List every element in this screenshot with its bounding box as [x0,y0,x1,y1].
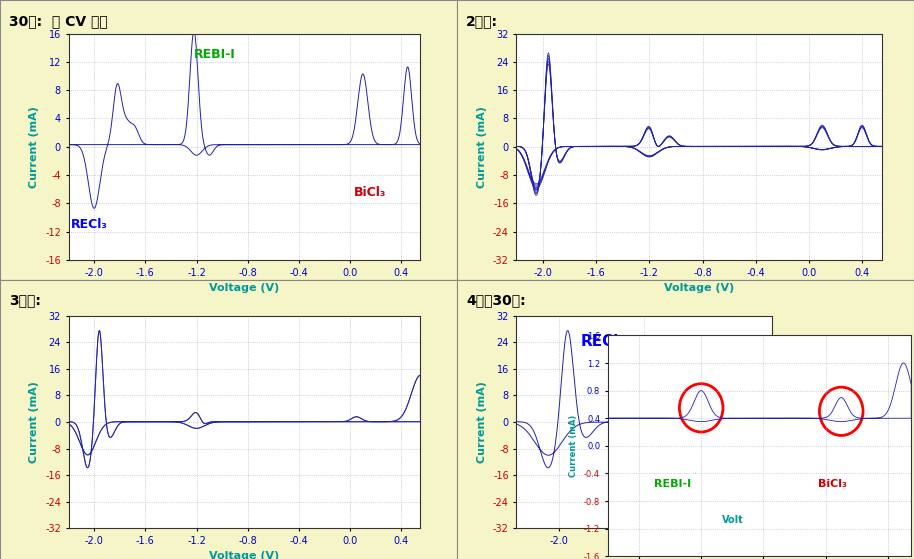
Text: BiCl₃: BiCl₃ [354,186,387,199]
Text: Volt: Volt [722,515,744,525]
Y-axis label: Current (mA): Current (mA) [29,381,39,463]
Text: 3시간:: 3시간: [9,293,41,307]
Y-axis label: Current (mA): Current (mA) [477,381,487,463]
Text: BiCl₃: BiCl₃ [818,479,846,489]
Text: 30분:  염 CV 측정: 30분: 염 CV 측정 [9,14,108,28]
Y-axis label: Current (mA): Current (mA) [29,106,39,188]
Text: RECl₃: RECl₃ [580,334,625,349]
X-axis label: Voltage (V): Voltage (V) [664,283,734,293]
Text: 2시간:: 2시간: [466,14,498,28]
Text: RECl₃: RECl₃ [71,218,108,231]
X-axis label: Voltage (V): Voltage (V) [209,551,280,559]
Text: 4시간30분:: 4시간30분: [466,293,526,307]
X-axis label: Voltage (V): Voltage (V) [209,283,280,293]
Text: REBI-I: REBI-I [194,48,236,61]
Y-axis label: Current (mA): Current (mA) [477,106,487,188]
Y-axis label: Current (mA): Current (mA) [569,415,579,477]
Text: REBI-I: REBI-I [654,479,692,489]
